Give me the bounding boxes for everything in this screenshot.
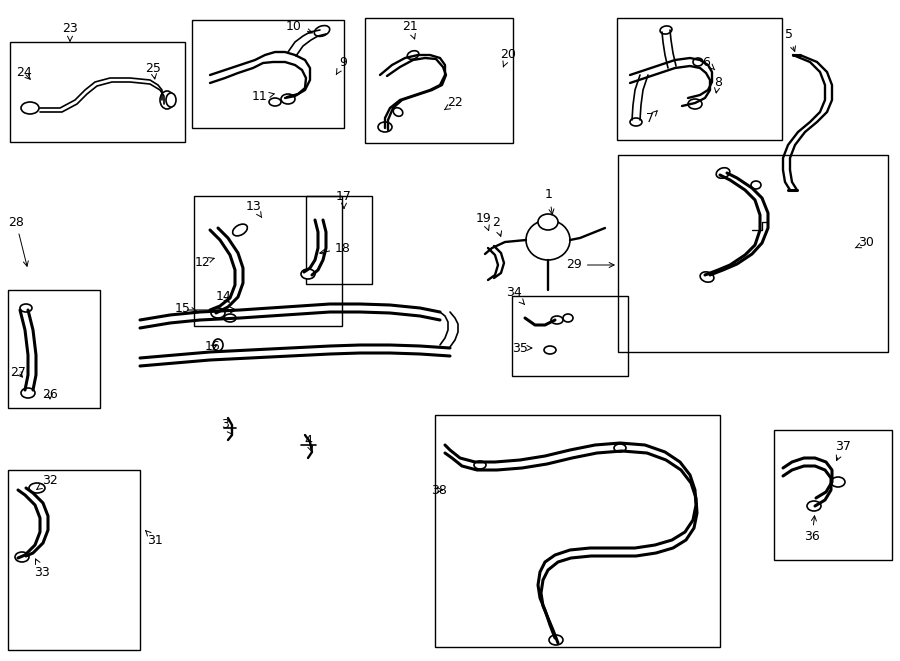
Ellipse shape	[314, 26, 329, 36]
Ellipse shape	[378, 122, 392, 132]
Bar	[10, 42, 185, 142]
Text: 32: 32	[37, 473, 58, 489]
Text: 11: 11	[252, 91, 274, 104]
Text: 21: 21	[402, 20, 418, 39]
Text: 24: 24	[16, 67, 32, 79]
Ellipse shape	[693, 58, 703, 66]
Text: 19: 19	[476, 212, 492, 231]
Ellipse shape	[393, 108, 403, 116]
Bar	[435, 415, 720, 647]
Text: 20: 20	[500, 48, 516, 67]
Bar	[617, 18, 782, 140]
Bar	[192, 20, 344, 128]
Text: 13: 13	[246, 200, 262, 217]
Ellipse shape	[831, 477, 845, 487]
Ellipse shape	[563, 314, 573, 322]
Text: 25: 25	[145, 61, 161, 79]
Text: 5: 5	[785, 28, 796, 52]
Ellipse shape	[549, 635, 563, 645]
Ellipse shape	[544, 346, 556, 354]
Text: 26: 26	[42, 389, 58, 401]
Ellipse shape	[211, 308, 225, 318]
Text: 29: 29	[566, 258, 614, 272]
Text: 38: 38	[431, 483, 447, 496]
Text: 34: 34	[506, 286, 525, 305]
Ellipse shape	[213, 339, 223, 351]
Text: 16: 16	[205, 340, 220, 354]
Text: 18: 18	[320, 241, 351, 254]
Ellipse shape	[700, 272, 714, 282]
Ellipse shape	[160, 91, 174, 109]
Text: 36: 36	[804, 516, 820, 543]
Ellipse shape	[20, 304, 32, 312]
Bar	[365, 18, 513, 143]
Ellipse shape	[614, 444, 626, 452]
Text: 14: 14	[216, 290, 232, 303]
Bar	[8, 290, 100, 408]
Ellipse shape	[269, 98, 281, 106]
Text: 6: 6	[702, 56, 715, 70]
Text: 2: 2	[492, 215, 501, 237]
Ellipse shape	[21, 388, 35, 398]
Bar	[194, 196, 342, 326]
Text: 31: 31	[146, 531, 163, 547]
Text: 15: 15	[176, 301, 196, 315]
Text: 4: 4	[304, 434, 312, 452]
Ellipse shape	[807, 501, 821, 511]
Ellipse shape	[551, 316, 563, 324]
Ellipse shape	[751, 181, 761, 189]
Ellipse shape	[716, 168, 730, 178]
Text: 30: 30	[855, 237, 874, 249]
Text: 28: 28	[8, 215, 28, 266]
Text: 22: 22	[445, 97, 463, 110]
Ellipse shape	[526, 220, 570, 260]
Bar	[8, 470, 140, 650]
Text: 17: 17	[336, 190, 352, 208]
Ellipse shape	[224, 314, 236, 322]
Ellipse shape	[166, 93, 176, 107]
Ellipse shape	[232, 224, 248, 236]
Ellipse shape	[474, 461, 486, 469]
Text: 8: 8	[714, 75, 722, 93]
Ellipse shape	[688, 99, 702, 109]
Text: 9: 9	[337, 56, 347, 75]
Text: 12: 12	[195, 256, 214, 268]
Ellipse shape	[281, 94, 295, 104]
Ellipse shape	[630, 118, 642, 126]
Text: 37: 37	[835, 440, 850, 461]
Text: 27: 27	[10, 366, 26, 379]
Text: 33: 33	[34, 559, 50, 578]
Ellipse shape	[407, 51, 418, 59]
Bar	[306, 196, 372, 284]
Ellipse shape	[29, 483, 45, 493]
Text: 7: 7	[646, 111, 657, 124]
Text: 35: 35	[512, 342, 532, 354]
Ellipse shape	[660, 26, 672, 34]
Ellipse shape	[21, 102, 39, 114]
Ellipse shape	[15, 552, 29, 562]
Ellipse shape	[301, 269, 315, 279]
Text: 3: 3	[221, 418, 232, 434]
Text: 10: 10	[286, 20, 312, 34]
Text: 23: 23	[62, 22, 78, 41]
Text: 1: 1	[545, 188, 554, 214]
Bar	[618, 155, 888, 352]
Ellipse shape	[538, 214, 558, 230]
Bar	[774, 430, 892, 560]
Bar	[512, 296, 628, 376]
